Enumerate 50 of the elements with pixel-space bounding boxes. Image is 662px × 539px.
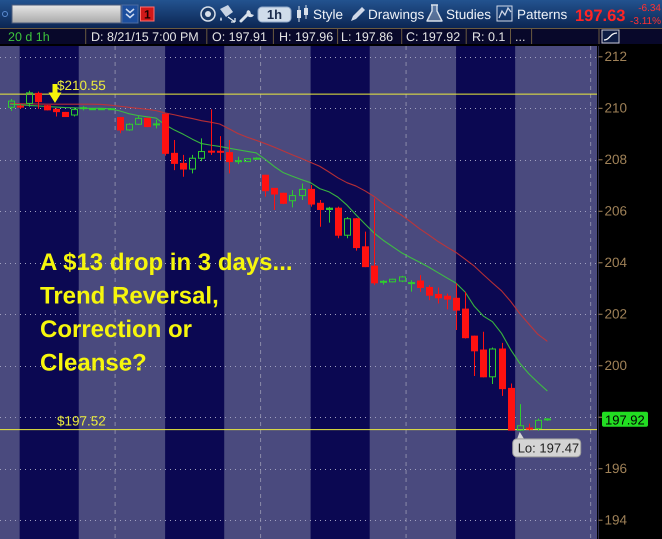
y-tick-label: 210	[604, 100, 628, 116]
y-tick-label: 200	[604, 358, 628, 374]
candlestick	[71, 107, 78, 118]
text: ...	[515, 30, 526, 44]
text: Patterns	[517, 7, 568, 22]
y-tick-label: 212	[604, 49, 628, 64]
candlestick	[399, 275, 406, 283]
candlestick	[217, 136, 224, 161]
candlestick	[453, 282, 460, 330]
text: 197.63	[575, 7, 626, 25]
text: R: 0.1	[472, 30, 506, 44]
candlestick	[389, 278, 396, 282]
candlestick	[289, 190, 296, 208]
text: O: 197.91	[212, 30, 267, 44]
candlestick	[208, 108, 215, 156]
candlestick	[244, 158, 251, 162]
candlestick	[299, 182, 306, 200]
candlestick	[489, 346, 496, 385]
text: 1	[144, 8, 151, 22]
text: 20 d 1h	[8, 30, 50, 44]
text: 197.92	[605, 412, 645, 428]
candlestick	[189, 154, 196, 174]
text: Style	[313, 7, 344, 22]
candlestick	[226, 139, 233, 174]
y-tick-label: 194	[604, 512, 628, 528]
candlestick	[180, 154, 187, 178]
text: H: 197.96	[279, 30, 334, 44]
text: Studies	[446, 7, 492, 22]
annotation: Lo: 197.47	[518, 440, 580, 456]
annotation: A $13 drop in 3 days... Trend Reversal, Correction or Cleanse?	[40, 249, 293, 376]
text: -3.11%	[630, 16, 662, 27]
candlestick	[517, 404, 524, 432]
text: -6.34	[638, 3, 662, 14]
candlestick	[26, 90, 33, 108]
candlestick	[8, 98, 15, 112]
ref-line-label: $210.55	[57, 78, 106, 94]
ref-line-label: $197.52	[57, 414, 106, 429]
y-tick-label: 206	[604, 204, 628, 219]
candlestick	[317, 199, 324, 228]
text: 1h	[266, 7, 282, 22]
text: Drawings	[368, 7, 425, 22]
y-tick-label: 204	[604, 255, 628, 270]
candlestick	[198, 138, 205, 162]
text: C: 197.92	[406, 30, 460, 44]
candlestick	[535, 418, 542, 432]
y-tick-label: 208	[604, 152, 628, 168]
y-tick-label: 202	[604, 306, 628, 322]
text: D: 8/21/15 7:00 PM	[91, 30, 199, 44]
y-tick-label: 196	[604, 461, 628, 476]
text: L: 197.86	[341, 30, 394, 44]
